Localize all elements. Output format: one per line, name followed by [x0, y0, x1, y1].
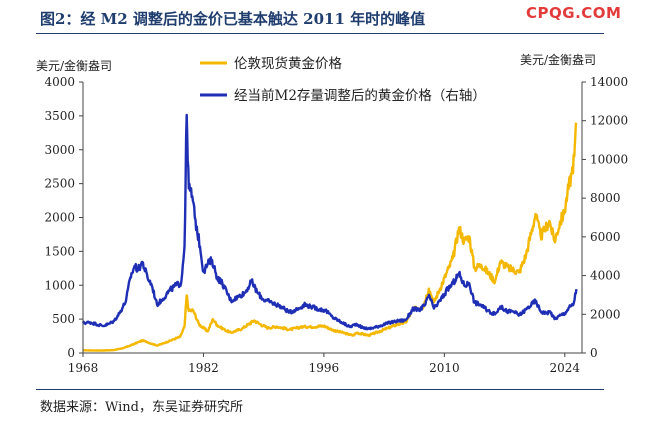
axes-layer: 美元/金衡盎司 美元/金衡盎司 0 500 1000 1500 2000 2500 3000…: [36, 52, 628, 375]
right-tick-label: 4000: [590, 269, 621, 283]
x-tick-label: 1982: [188, 361, 219, 375]
series-line-gold-spot: [82, 122, 578, 352]
figure-title: 图2：经 M2 调整后的金价已基本触达 2011 年时的峰值: [40, 10, 426, 28]
left-tick-label: 3500: [44, 109, 75, 123]
x-tick-label: 2010: [429, 361, 460, 375]
left-tick-label: 0: [67, 346, 75, 360]
source-divider: [36, 389, 604, 390]
title-divider: [36, 33, 604, 34]
site-watermark: CPQG.COM: [526, 4, 622, 22]
left-tick-label: 1500: [44, 244, 75, 258]
legend-label-gold: 伦敦现货黄金价格: [234, 55, 342, 72]
right-tick-label: 0: [590, 346, 598, 360]
x-tick-label: 2024: [550, 361, 581, 375]
chart-header: 图2：经 M2 调整后的金价已基本触达 2011 年时的峰值 CPQG.COM: [0, 0, 650, 34]
source-note: 数据来源：Wind，东吴证券研究所: [40, 400, 243, 415]
legend: 伦敦现货黄金价格 经当前M2存量调整后的黄金价格（右轴）: [200, 55, 486, 104]
right-tick-label: 12000: [590, 114, 628, 128]
left-tick-label: 3000: [44, 143, 75, 157]
x-tick-label: 1996: [309, 361, 340, 375]
right-tick-label: 8000: [590, 191, 621, 205]
left-tick-label: 1000: [44, 278, 75, 292]
series-line-m2-adjusted: [81, 113, 578, 331]
left-tick-label: 2500: [44, 177, 75, 191]
x-tick-label: 1968: [68, 361, 99, 375]
left-tick-label: 500: [52, 312, 75, 326]
right-tick-label: 10000: [590, 152, 628, 166]
series-layer: [81, 113, 578, 352]
right-tick-label: 2000: [590, 307, 621, 321]
left-axis-label: 美元/金衡盎司: [36, 58, 112, 73]
legend-label-blue: 经当前M2存量调整后的黄金价格（右轴）: [234, 87, 486, 104]
left-tick-label: 4000: [44, 75, 75, 89]
right-tick-label: 14000: [590, 75, 628, 89]
left-tick-label: 2000: [44, 211, 75, 225]
right-axis-label: 美元/金衡盎司: [520, 52, 596, 67]
right-tick-label: 6000: [590, 230, 621, 244]
